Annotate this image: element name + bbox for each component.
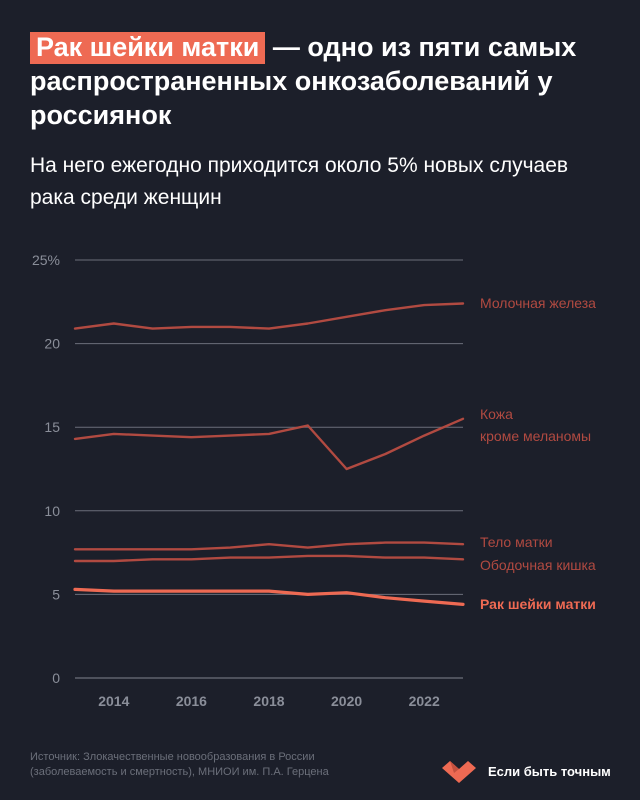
series-label: Ободочная кишка	[480, 557, 596, 573]
label-layer: Молочная железа Кожа кроме меланомы Тело ма…	[480, 295, 596, 612]
y-tick-label: 10	[44, 503, 60, 519]
grid-layer: 0 5 10 15 20 25% 2014 2016 2018 2020 2022	[32, 252, 463, 709]
series-label: Молочная железа	[480, 295, 596, 311]
title-highlight: Рак шейки матки	[30, 32, 266, 64]
series-line	[73, 302, 465, 330]
y-tick-label: 0	[52, 670, 60, 686]
series-layer	[73, 302, 465, 607]
source-line-2: (заболеваемость и смертность), МНИОИ им.…	[30, 766, 329, 778]
series-line	[73, 541, 465, 551]
y-tick-label: 15	[44, 419, 60, 435]
line-chart: 0 5 10 15 20 25% 2014 2016 2018 2020 2022 Молочная…	[32, 252, 596, 709]
brand-logo: Если быть точным	[440, 755, 611, 787]
x-tick-label: 2018	[253, 693, 284, 709]
source-line-1: Источник: Злокачественные новообразовани…	[30, 751, 315, 763]
y-tick-label: 25%	[32, 252, 60, 268]
x-tick-label: 2014	[98, 693, 129, 709]
title-rest: — одно из пяти самых распространенных он…	[30, 32, 577, 130]
x-tick-label: 2016	[176, 693, 207, 709]
x-tick-label: 2022	[409, 693, 440, 709]
source-note: Источник: Злокачественные новообразовани…	[30, 750, 410, 780]
heart-checkmark-icon	[442, 761, 476, 783]
series-label: Тело матки	[480, 534, 553, 550]
series-line	[73, 587, 465, 607]
page-subtitle: На него ежегодно приходится около 5% нов…	[30, 154, 569, 209]
y-tick-label: 20	[44, 336, 60, 352]
y-tick-label: 5	[52, 586, 60, 602]
brand-name: Если быть точным	[488, 763, 611, 779]
series-label: кроме меланомы	[480, 428, 591, 444]
page-title: Рак шейки матки — одно из пяти самых рас…	[30, 30, 620, 132]
series-line	[73, 417, 465, 471]
x-tick-label: 2020	[331, 693, 362, 709]
series-label: Кожа	[480, 406, 513, 422]
series-label: Рак шейки матки	[480, 596, 596, 612]
series-line	[73, 554, 465, 563]
